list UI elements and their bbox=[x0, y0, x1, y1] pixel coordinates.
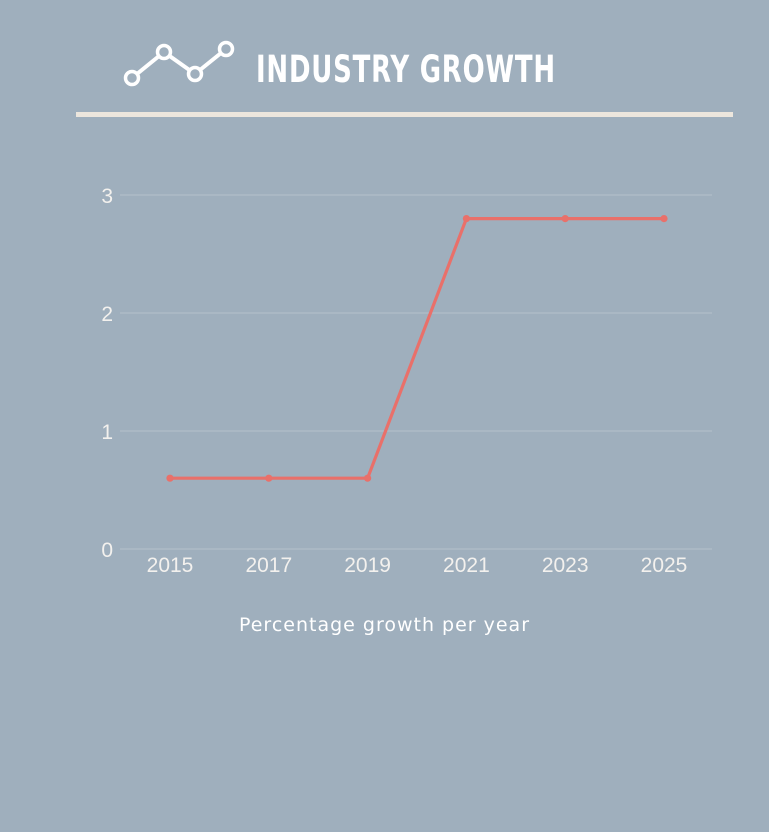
x-tick-label: 2025 bbox=[641, 554, 688, 577]
x-axis-label: Percentage growth per year bbox=[238, 614, 531, 636]
x-tick-label: 2017 bbox=[245, 554, 292, 577]
y-tick-label: 2 bbox=[101, 303, 113, 326]
x-tick-label: 2019 bbox=[344, 554, 391, 577]
page-title: INDUSTRY GROWTH bbox=[256, 48, 556, 91]
x-tick-label: 2015 bbox=[147, 554, 194, 577]
title-divider bbox=[76, 112, 733, 117]
data-point bbox=[265, 474, 273, 482]
data-point bbox=[166, 474, 174, 482]
series-line bbox=[170, 217, 664, 480]
data-point bbox=[364, 474, 372, 482]
x-tick-label: 2023 bbox=[542, 554, 589, 577]
data-point bbox=[660, 215, 668, 223]
line-chart-icon bbox=[123, 40, 235, 87]
header: INDUSTRY GROWTH bbox=[0, 0, 769, 120]
y-tick-label: 1 bbox=[101, 421, 113, 444]
data-point bbox=[561, 215, 569, 223]
x-tick-label: 2021 bbox=[443, 554, 490, 577]
y-tick-label: 0 bbox=[101, 539, 113, 562]
data-point bbox=[462, 215, 470, 223]
y-tick-label: 3 bbox=[101, 185, 113, 208]
